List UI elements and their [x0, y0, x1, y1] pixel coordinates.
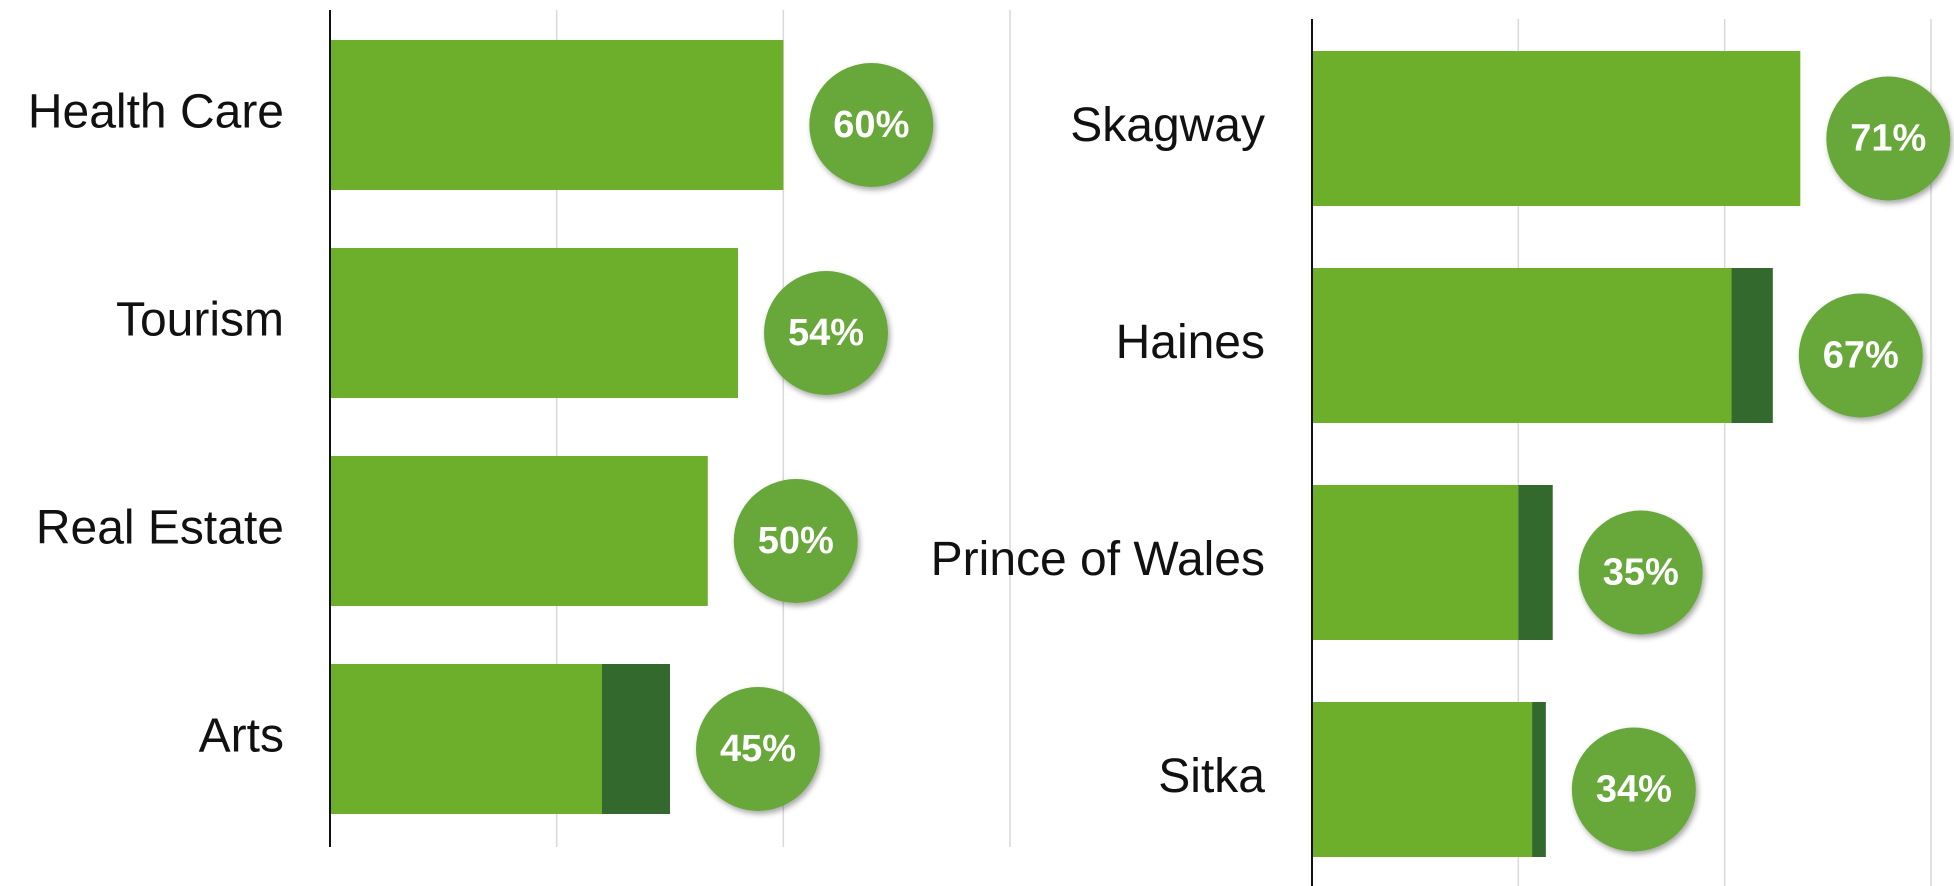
value-label: 45%: [720, 728, 796, 770]
value-badge: [696, 687, 820, 811]
category-label: Arts: [199, 710, 284, 763]
bar-segment: [330, 40, 784, 190]
category-label: Haines: [1116, 316, 1265, 369]
bar-segment: [1731, 268, 1773, 423]
bar-segment: [330, 664, 602, 814]
bar-segment: [1312, 702, 1533, 857]
value-badge: [1578, 510, 1703, 635]
value-label: 67%: [1823, 335, 1899, 377]
category-label: Skagway: [1070, 99, 1265, 152]
value-badge: [809, 63, 934, 187]
chart: Skagway 71% Haines 67% Prince of Wales 35% Sit…: [931, 19, 1951, 886]
chart: Health Care 60% Tourism 54% Real Estate 50% Ar…: [28, 10, 1011, 847]
value-badge: [764, 271, 888, 395]
value-label: 50%: [758, 520, 834, 562]
value-label: 34%: [1596, 769, 1672, 811]
bar-segment: [1312, 485, 1519, 640]
category-label: Tourism: [116, 294, 284, 347]
category-label: Prince of Wales: [931, 533, 1265, 586]
category-label: Real Estate: [36, 502, 284, 555]
value-badge: [1826, 76, 1951, 201]
value-label: 54%: [788, 312, 864, 354]
category-label: Sitka: [1158, 750, 1265, 803]
value-badge: [733, 479, 858, 603]
value-label: 60%: [833, 104, 909, 146]
value-label: 71%: [1850, 118, 1926, 160]
bar-segment: [1312, 51, 1801, 206]
bar-segment: [330, 456, 708, 606]
bar-segment: [1518, 485, 1553, 640]
category-label: Health Care: [28, 86, 284, 139]
bar-segment: [1312, 268, 1732, 423]
bar-segment: [330, 248, 738, 398]
value-label: 35%: [1603, 552, 1679, 594]
value-badge: [1571, 727, 1696, 852]
bar-segment: [1532, 702, 1546, 857]
value-badge: [1798, 293, 1923, 418]
bar-segment: [602, 664, 670, 814]
